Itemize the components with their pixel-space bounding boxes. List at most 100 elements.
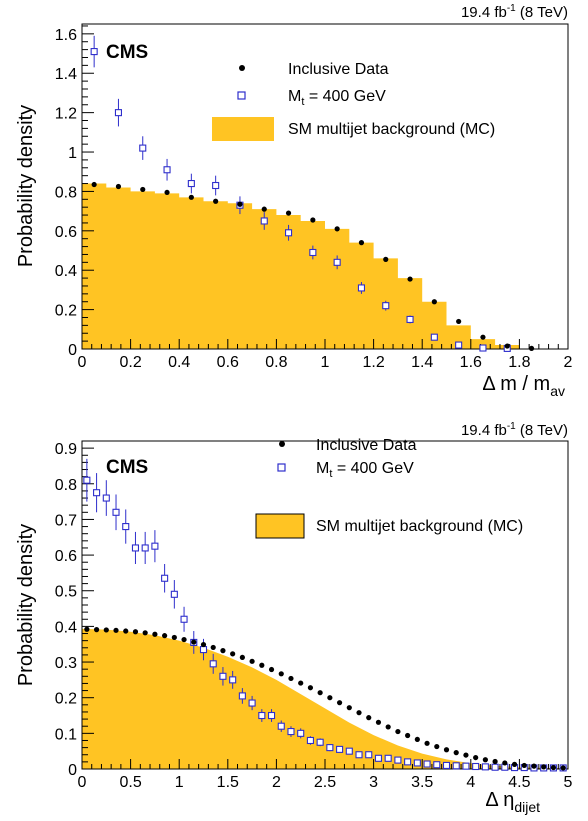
data-point <box>395 728 401 735</box>
data-point <box>531 763 537 769</box>
data-point <box>385 724 391 730</box>
data-point <box>456 318 462 325</box>
signal-point <box>161 574 169 582</box>
signal-point <box>131 544 140 552</box>
signal-point <box>277 722 285 730</box>
data-point <box>132 629 139 635</box>
x-tick-label: 1.4 <box>411 354 433 371</box>
signal-point <box>374 754 383 762</box>
x-tick-label: 4 <box>466 774 475 791</box>
signal-point <box>90 48 98 56</box>
lumi-label: 19.4 fb-1 (8 TeV) <box>461 421 568 439</box>
data-point <box>521 762 527 769</box>
data-point <box>434 743 440 750</box>
signal-point <box>382 302 390 310</box>
signal-point <box>219 672 227 680</box>
data-point <box>502 760 508 766</box>
data-point <box>237 201 243 207</box>
signal-point <box>404 758 412 766</box>
x-tick-label: 0 <box>78 774 87 791</box>
x-tick-label: 0.8 <box>265 354 287 371</box>
background-histogram <box>82 628 568 769</box>
x-tick-label: 5 <box>564 774 573 791</box>
background-bars <box>82 183 520 349</box>
y-tick-label: 1 <box>68 145 77 162</box>
data-point <box>504 343 510 349</box>
x-tick-label: 2 <box>564 354 573 371</box>
signal-point <box>287 728 295 736</box>
signal-point <box>413 759 421 767</box>
signal-point <box>209 660 217 668</box>
signal-point <box>479 344 487 352</box>
signal-point <box>122 523 130 531</box>
data-point <box>310 217 316 223</box>
data-point <box>115 183 122 190</box>
x-tick-label: 1.5 <box>217 774 239 791</box>
signal-point <box>472 762 480 771</box>
y-tick-labels: 0 0.2 0.4 0.6 0.8 1 1.2 1.4 1.6 <box>55 27 77 359</box>
data-point <box>164 189 170 196</box>
panel-mass-asymmetry: 0 0.2 0.4 0.6 0.8 1 1.2 1.4 1.6 1.8 2 0 0.2 0.4 0.6 0.… <box>15 3 573 399</box>
data-point <box>268 666 275 673</box>
signal-point <box>309 248 317 257</box>
signal-point <box>187 179 195 188</box>
data-point <box>356 710 362 716</box>
y-tick-label: 0.2 <box>55 303 77 320</box>
x-axis-title: Δ ηdijet <box>485 789 540 815</box>
data-point <box>162 633 168 639</box>
x-tick-label: 1.2 <box>362 354 384 371</box>
data-point <box>511 761 518 767</box>
signal-point <box>491 763 499 771</box>
data-point <box>492 758 498 765</box>
signal-point <box>326 744 334 752</box>
plot-frame <box>81 23 569 350</box>
cms-label: CMS <box>106 457 148 478</box>
data-point <box>200 641 207 648</box>
x-tick-labels: 0 0.5 1 1.5 2 2.5 3 3.5 4 4.5 5 <box>78 774 573 791</box>
data-point <box>414 736 420 743</box>
background-area <box>82 628 568 769</box>
signal-point <box>442 761 451 769</box>
y-tick-label: 0.7 <box>55 512 77 529</box>
signal-point <box>163 166 171 174</box>
x-tick-label: 0.5 <box>119 774 141 791</box>
legend: Inclusive Data Mt = 400 GeV SM multijet … <box>255 437 523 539</box>
signal-point <box>345 747 353 755</box>
panel-eta-dijet: 0 0.5 1 1.5 2 2.5 3 3.5 4 4.5 5 0 0.1 0.2 0.3 0.4 0.5 0.… <box>15 421 573 815</box>
data-point <box>405 732 411 739</box>
data-point <box>93 627 100 633</box>
data-point <box>188 194 194 200</box>
y-axis-title: Probability density <box>15 524 37 686</box>
signal-point <box>394 756 402 764</box>
data-point <box>528 345 535 352</box>
plot-frame <box>81 440 569 770</box>
signal-point <box>83 476 91 484</box>
data-point <box>560 765 566 771</box>
signal-point <box>333 258 341 266</box>
data-point <box>541 764 547 770</box>
signal-point <box>336 745 344 753</box>
data-point <box>366 715 372 721</box>
legend-data-marker <box>279 441 285 447</box>
x-tick-label: 0.2 <box>119 354 141 371</box>
signal-point <box>260 217 268 225</box>
x-tick-label: 2.5 <box>314 774 336 791</box>
y-tick-label: 0.3 <box>55 655 77 672</box>
data-point <box>84 626 90 632</box>
data-point <box>453 750 459 756</box>
background-histogram <box>82 183 520 349</box>
x-tick-label: 0.4 <box>168 354 190 371</box>
data-point <box>181 636 187 643</box>
legend: Inclusive Data Mt = 400 GeV SM multijet … <box>212 61 495 141</box>
data-point <box>473 754 479 761</box>
data-point <box>482 757 488 763</box>
signal-point <box>229 676 237 684</box>
data-point <box>278 671 284 677</box>
y-tick-label: 0 <box>68 342 77 359</box>
signal-point <box>258 711 266 720</box>
y-tick-label: 0.6 <box>55 224 77 241</box>
y-tick-label: 0.5 <box>55 584 77 601</box>
y-tick-label: 0.2 <box>55 691 77 708</box>
signal-point <box>297 729 305 737</box>
y-tick-label: 0.8 <box>55 184 77 201</box>
